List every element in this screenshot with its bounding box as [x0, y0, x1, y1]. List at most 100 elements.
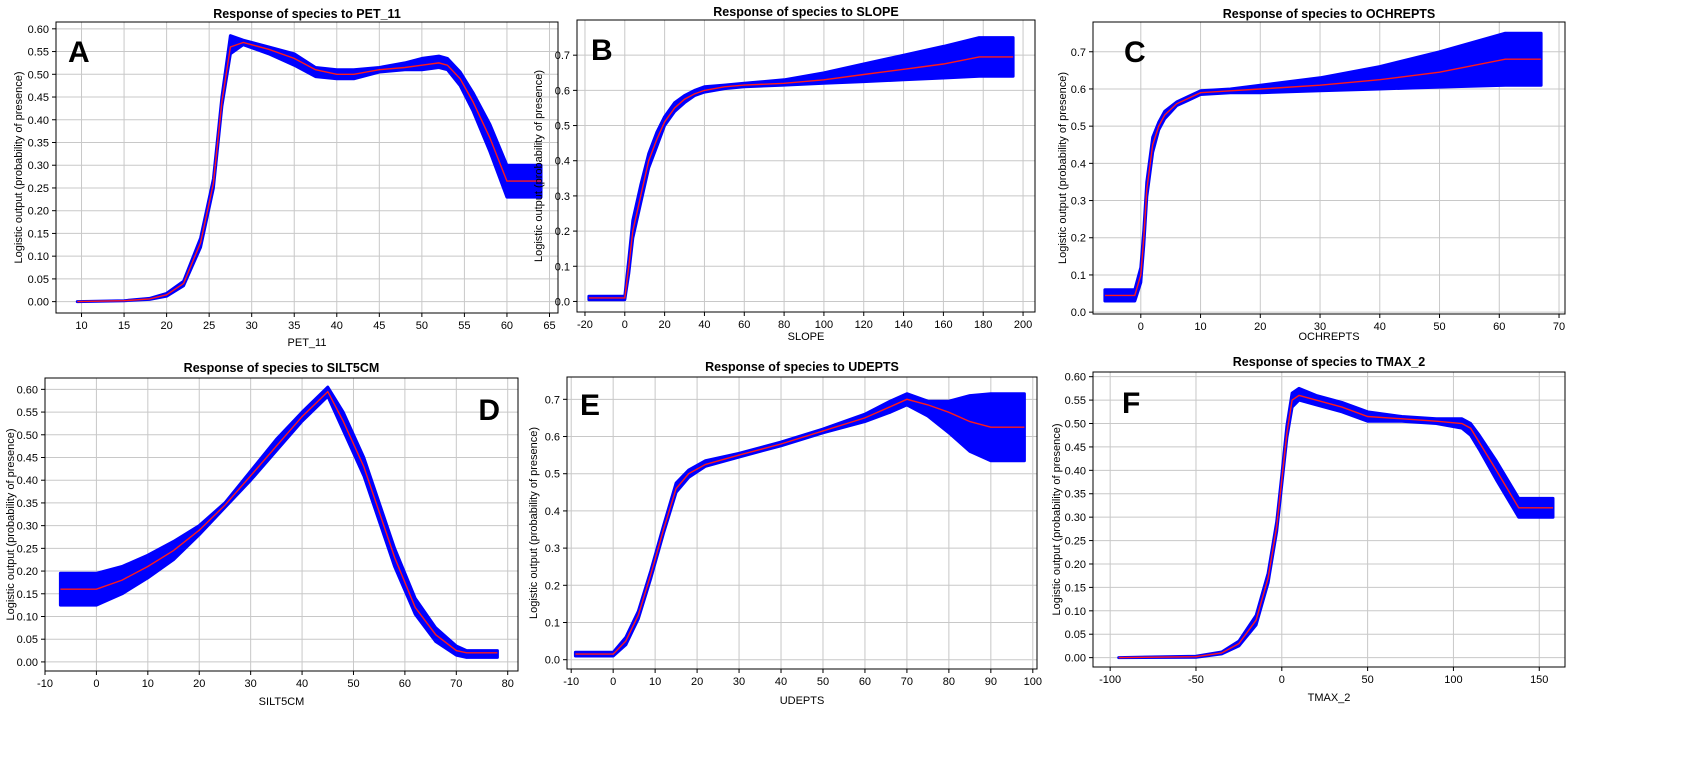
y-tick-label: 0.6 [555, 85, 570, 97]
y-tick-label: 0.60 [17, 384, 38, 396]
chart-title: Response of species to SILT5CM [184, 361, 380, 375]
x-tick-label: 40 [698, 319, 710, 331]
panel-letter: B [591, 34, 613, 67]
x-tick-label: 30 [245, 678, 257, 690]
y-axis-label: Logistic output (probability of presence… [1057, 72, 1069, 264]
y-tick-label: 0.05 [17, 634, 38, 646]
y-tick-label: 0.00 [28, 297, 49, 309]
y-tick-label: 0.50 [17, 430, 38, 442]
y-tick-label: 0.35 [28, 137, 49, 149]
x-tick-label: 10 [142, 678, 154, 690]
y-tick-label: 0.40 [28, 115, 49, 127]
x-tick-label: 70 [1553, 321, 1565, 333]
y-axis-label: Logistic output (probability of presence… [5, 429, 17, 621]
y-tick-label: 0.1 [1071, 270, 1086, 282]
y-tick-label: 0.35 [1065, 489, 1086, 501]
y-tick-label: 0.4 [555, 156, 570, 168]
y-tick-label: 0.0 [545, 655, 560, 667]
x-tick-label: 140 [894, 319, 912, 331]
panel-pet11: 10 15 20 25 30 35 40 45 50 55 60 65 0.00 0.05 0.10 0.15… [0, 0, 565, 350]
y-tick-label: 0.60 [1065, 372, 1086, 384]
y-tick-label: 0.15 [28, 228, 49, 240]
y-tick-label: 0.6 [1071, 84, 1086, 96]
x-tick-label: 20 [691, 676, 703, 688]
x-axis-label: OCHREPTS [1298, 331, 1359, 343]
mean-response-line [1104, 58, 1542, 297]
y-tick-label: 0.10 [28, 251, 49, 263]
y-tick-label: 0.25 [17, 543, 38, 555]
y-tick-label: 0.20 [1065, 559, 1086, 571]
y-tick-label: 0.3 [555, 191, 570, 203]
y-tick-label: 0.25 [1065, 536, 1086, 548]
panel-udepts: -10 0 10 20 30 40 50 60 70 80 90 100 0.0 0.1 0.2 0.3 0.4… [528, 360, 1130, 763]
x-axis-label: UDEPTS [780, 695, 825, 707]
y-tick-label: 0.4 [545, 506, 560, 518]
panel-letter: E [580, 389, 600, 422]
plot-frame [1092, 371, 1566, 668]
mean-response-line [77, 41, 541, 303]
x-tick-label: 40 [1374, 321, 1386, 333]
y-tick-label: 0.2 [545, 580, 560, 592]
y-tick-label: 0.10 [17, 611, 38, 623]
y-tick-label: 0.20 [17, 566, 38, 578]
x-tick-label: 20 [1254, 321, 1266, 333]
mean-response-line [575, 398, 1025, 655]
confidence-band [587, 36, 1015, 302]
y-axis-label: Logistic output (probability of presence… [528, 427, 540, 619]
plot-area [45, 378, 518, 671]
x-tick-label: 160 [934, 319, 952, 331]
x-tick-label: 0 [622, 319, 628, 331]
y-tick-label: 0.05 [28, 274, 49, 286]
y-tick-label: 0.35 [17, 498, 38, 510]
y-tick-label: 0.55 [17, 407, 38, 419]
x-tick-label: 50 [416, 320, 428, 332]
y-tick-label: 0.55 [1065, 395, 1086, 407]
y-tick-label: 0.3 [1071, 196, 1086, 208]
x-tick-label: 50 [1361, 674, 1373, 686]
x-tick-label: 70 [450, 678, 462, 690]
x-tick-label: 20 [193, 678, 205, 690]
y-tick-label: 0.20 [28, 206, 49, 218]
y-tick-label: 0.15 [17, 589, 38, 601]
y-tick-label: 0.30 [17, 521, 38, 533]
panel-letter: F [1122, 387, 1140, 420]
y-tick-label: 0.25 [28, 183, 49, 195]
y-tick-label: 0.2 [555, 226, 570, 238]
y-tick-label: 0.50 [28, 69, 49, 81]
x-tick-label: 100 [815, 319, 833, 331]
plot-area [1093, 372, 1565, 667]
x-tick-label: 10 [75, 320, 87, 332]
plot-frame [566, 376, 1038, 670]
x-tick-label: 180 [974, 319, 992, 331]
x-axis-label: TMAX_2 [1308, 692, 1351, 704]
chart-title: Response of species to OCHREPTS [1223, 7, 1436, 21]
panel-letter: A [68, 36, 90, 69]
x-tick-label: -10 [563, 676, 579, 688]
panel-letter: C [1124, 36, 1146, 69]
x-tick-label: 0 [1138, 321, 1144, 333]
x-tick-label: -100 [1099, 674, 1121, 686]
y-tick-label: 0.5 [1071, 121, 1086, 133]
chart-title: Response of species to SLOPE [713, 5, 898, 19]
x-tick-label: 40 [296, 678, 308, 690]
x-tick-label: 20 [658, 319, 670, 331]
chart-svg: -10 0 10 20 30 40 50 60 70 80 90 100 0.0 0.1 0.2 0.3 0.4… [528, 360, 1042, 707]
x-tick-label: -10 [37, 678, 53, 690]
x-axis-label: PET_11 [288, 337, 327, 349]
y-tick-label: 0.5 [555, 121, 570, 133]
x-tick-label: 30 [246, 320, 258, 332]
y-tick-label: 0.6 [545, 432, 560, 444]
x-tick-label: 100 [1444, 674, 1462, 686]
plot-frame [55, 21, 559, 314]
x-axis-label: SLOPE [788, 331, 825, 343]
x-tick-label: 50 [347, 678, 359, 690]
y-tick-label: 0.7 [555, 50, 570, 62]
y-tick-label: 0.55 [28, 47, 49, 59]
y-tick-label: 0.7 [545, 394, 560, 406]
y-axis-label: Logistic output (probability of presence… [1051, 424, 1063, 616]
x-tick-label: -20 [577, 319, 593, 331]
chart-svg: -10 0 10 20 30 40 50 60 70 80 0.00 0.05 0.10 0.15 0.20… [5, 361, 519, 708]
y-tick-label: 0.05 [1065, 629, 1086, 641]
chart-title: Response of species to TMAX_2 [1233, 355, 1425, 369]
